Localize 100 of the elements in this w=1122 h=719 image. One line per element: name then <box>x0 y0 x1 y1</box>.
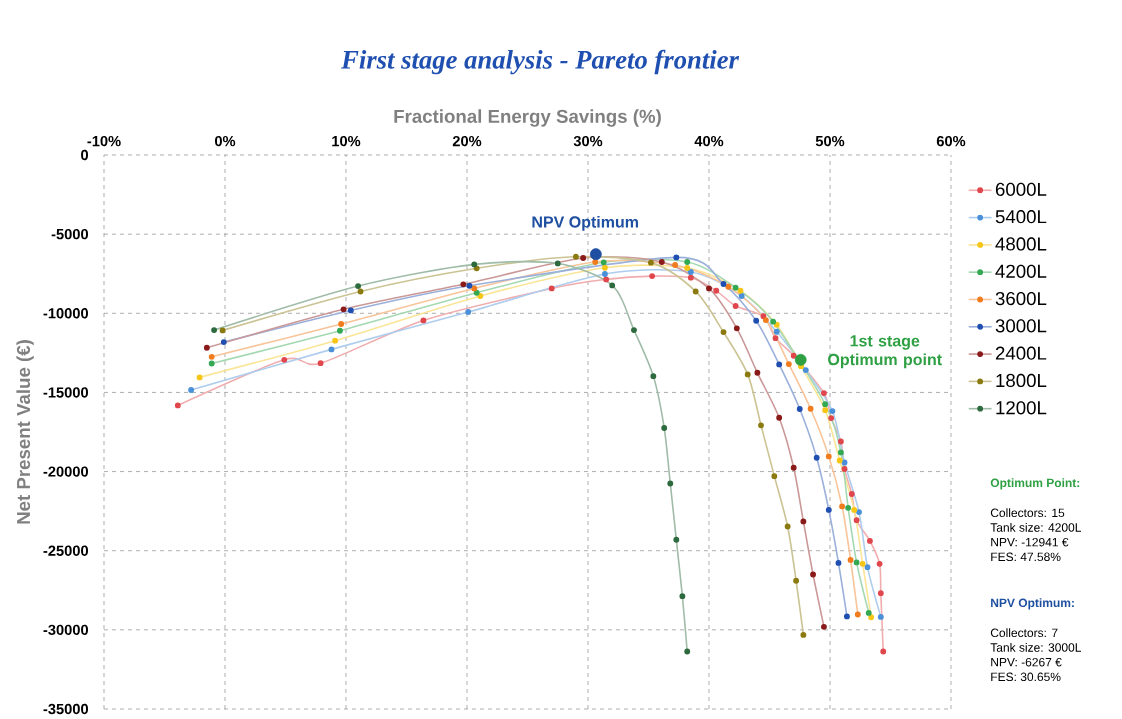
point <box>790 464 797 471</box>
point <box>732 284 739 291</box>
point <box>188 387 195 393</box>
point <box>340 306 347 313</box>
point <box>673 536 680 543</box>
point <box>720 281 727 287</box>
point <box>828 415 835 422</box>
point <box>220 339 227 346</box>
point <box>602 271 608 277</box>
point <box>592 259 599 265</box>
point <box>859 560 866 567</box>
point <box>589 248 602 261</box>
point <box>753 317 760 324</box>
point <box>460 281 467 288</box>
point <box>328 346 335 353</box>
annotation: NPV Optimum <box>532 215 638 231</box>
point <box>800 631 807 638</box>
point <box>776 361 783 368</box>
point <box>554 260 561 267</box>
x-tick-label: 40% <box>694 135 724 147</box>
text: NPV: -12941 € <box>991 537 1069 547</box>
point <box>465 309 472 315</box>
y-tick-label: 0 <box>81 149 89 161</box>
point <box>825 506 832 513</box>
point <box>649 273 656 280</box>
legend-label: 4200L <box>995 264 1047 278</box>
legend-label: 1800L <box>996 373 1047 388</box>
point <box>602 264 608 271</box>
point <box>822 401 829 408</box>
point <box>720 329 727 336</box>
point <box>357 288 364 295</box>
point <box>471 261 478 268</box>
point <box>835 559 842 566</box>
point <box>355 283 362 289</box>
point <box>477 293 484 299</box>
point <box>713 287 720 294</box>
point <box>866 537 873 544</box>
point <box>776 414 783 421</box>
chart-title: First stage analysis - Pareto frontier <box>341 49 740 75</box>
point <box>211 327 218 333</box>
legend-label: 3600L <box>995 291 1047 306</box>
y-tick-label: -25000 <box>43 545 89 556</box>
point <box>837 449 844 456</box>
point <box>473 265 480 272</box>
point <box>841 459 848 466</box>
y-tick-label: -5000 <box>51 228 89 240</box>
y-tick-label: -20000 <box>43 466 89 477</box>
point <box>793 577 800 584</box>
point <box>661 425 668 431</box>
text: FES: 30.65% <box>991 672 1061 682</box>
x-tick-label: 30% <box>573 135 603 147</box>
point <box>684 265 691 271</box>
point <box>802 367 809 374</box>
point <box>784 523 791 530</box>
x-tick-label: 10% <box>332 135 361 147</box>
point <box>790 352 797 359</box>
point <box>471 285 478 292</box>
point <box>847 556 854 563</box>
point <box>841 466 848 472</box>
point <box>821 623 827 630</box>
point <box>317 360 324 367</box>
point <box>813 454 820 461</box>
point <box>839 503 846 510</box>
text: NPV Optimum: <box>991 598 1074 610</box>
point <box>208 360 215 367</box>
point <box>337 327 343 334</box>
point <box>706 285 712 292</box>
point <box>837 438 844 445</box>
point <box>609 282 616 289</box>
x-tick-label: 0% <box>214 135 236 147</box>
point <box>854 611 861 618</box>
point <box>762 317 769 324</box>
point <box>773 328 780 335</box>
legend-label: 6000L <box>995 182 1047 196</box>
legend-label: 3000L <box>995 319 1047 333</box>
point <box>600 259 607 266</box>
point <box>733 325 740 332</box>
text: Optimum Point: <box>990 478 1080 490</box>
point <box>738 293 745 299</box>
x-tick-label: 50% <box>815 135 845 147</box>
point <box>219 327 226 334</box>
point <box>647 259 654 266</box>
point <box>800 518 807 525</box>
point <box>174 402 181 409</box>
point <box>836 457 843 464</box>
point <box>684 259 691 265</box>
point <box>650 373 657 380</box>
y-tick-label: -30000 <box>43 624 89 636</box>
point <box>473 289 480 296</box>
annotation: 1st stage Optimum point <box>828 335 942 369</box>
point <box>865 609 872 616</box>
point <box>281 356 288 363</box>
point <box>845 504 852 511</box>
point <box>754 369 761 376</box>
point <box>771 473 778 480</box>
legend-label: 2400L <box>995 346 1047 360</box>
point <box>877 590 884 597</box>
point <box>877 613 884 620</box>
point <box>572 253 579 260</box>
y-tick-label: -15000 <box>43 387 89 398</box>
